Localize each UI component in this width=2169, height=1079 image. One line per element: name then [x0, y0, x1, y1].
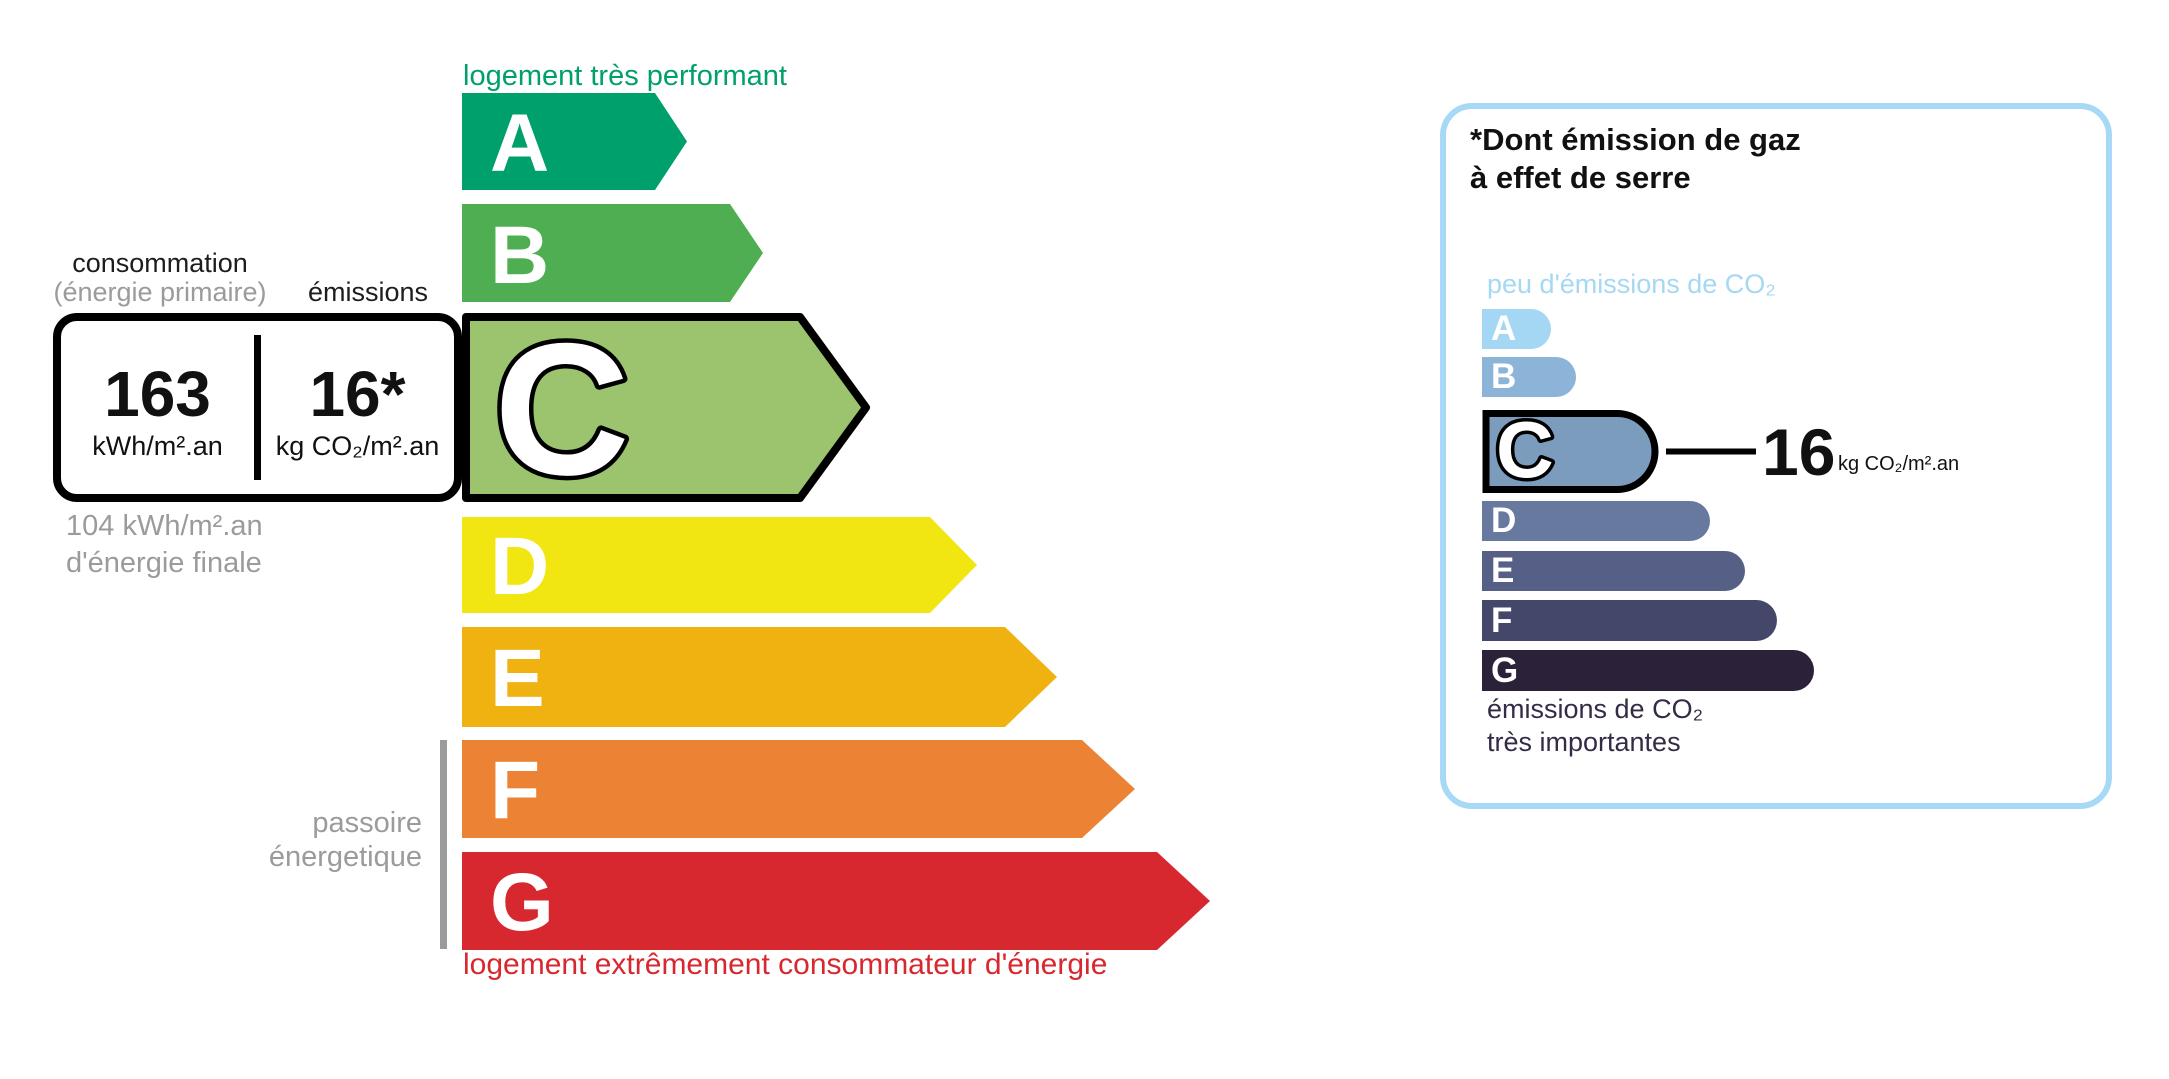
energy-sieve-note: passoire énergetique: [150, 806, 422, 874]
co2-class-c-letter: C: [1496, 405, 1554, 494]
energy-class-b-letter: B: [490, 210, 549, 301]
consumption-unit: kWh/m².an: [92, 430, 223, 461]
co2-class-d-letter: D: [1491, 501, 1516, 540]
co2-class-b-letter: B: [1491, 357, 1516, 396]
co2-bar-c-selected: [1482, 410, 1659, 493]
energy-arrow-b: [462, 204, 763, 302]
co2-scale-top-label: peu d'émissions de CO₂: [1487, 269, 1776, 299]
energy-arrow-d: [462, 517, 977, 613]
energy-arrow-e: [462, 627, 1057, 727]
final-energy-note: 104 kWh/m².an d'énergie finale: [66, 508, 263, 582]
co2-panel-title: *Dont émission de gaz à effet de serre: [1470, 121, 1801, 197]
energy-class-e-letter: E: [490, 633, 545, 724]
emissions-header: émissions: [307, 277, 429, 307]
energy-sieve-note-line1: passoire: [312, 807, 422, 839]
consumption-header: consommation (énergie primaire): [36, 249, 284, 307]
energy-arrow-c-selected: [462, 313, 870, 502]
value-box-divider: [254, 335, 261, 480]
energy-arrow-f: [462, 740, 1135, 838]
energy-sieve-bracket: [440, 740, 447, 949]
co2-bar-a: [1482, 309, 1551, 349]
energy-class-f-letter: F: [490, 745, 540, 836]
co2-panel-title-line1: *Dont émission de gaz: [1470, 122, 1801, 157]
co2-emissions-panel: *Dont émission de gaz à effet de serre p…: [1440, 103, 2112, 809]
co2-class-f-letter: F: [1491, 601, 1512, 640]
consumption-subheader: (énergie primaire): [53, 277, 267, 307]
consumption-header-line: consommation: [72, 248, 248, 278]
final-energy-note-line2: d'énergie finale: [66, 547, 262, 579]
co2-panel-title-line2: à effet de serre: [1470, 160, 1691, 195]
final-energy-note-line1: 104 kWh/m².an: [66, 510, 263, 542]
co2-bar-b: [1482, 357, 1576, 397]
rating-value-box: 163 kWh/m².an 16* kg CO₂/m².an: [53, 313, 462, 502]
co2-bar-d: [1482, 501, 1710, 541]
co2-bar-e: [1482, 551, 1745, 591]
energy-scale-top-label: logement très performant: [463, 60, 787, 92]
co2-class-a-letter: A: [1491, 309, 1516, 348]
co2-scale-chart: A B C 16 kg CO₂/m².an D E F G: [1482, 309, 1959, 691]
energy-arrow-g: [462, 852, 1210, 950]
consumption-cell: 163 kWh/m².an: [61, 321, 254, 494]
co2-value: 16: [1762, 415, 1835, 489]
emissions-unit: kg CO₂/m².an: [275, 430, 440, 461]
energy-scale-chart: A B C D E F G: [462, 93, 1210, 950]
energy-class-c-letter: C: [494, 304, 630, 514]
emissions-cell: 16* kg CO₂/m².an: [261, 321, 454, 494]
co2-bar-g: [1482, 650, 1814, 691]
co2-class-e-letter: E: [1491, 551, 1514, 590]
energy-arrow-a: [462, 93, 687, 190]
co2-scale-bottom-line2: très importantes: [1487, 727, 1681, 757]
co2-scale-bottom-label: émissions de CO₂ très importantes: [1487, 693, 1703, 759]
co2-class-g-letter: G: [1491, 651, 1518, 690]
energy-class-g-letter: G: [490, 857, 554, 948]
energy-sieve-note-line2: énergetique: [268, 841, 422, 873]
emissions-value: 16*: [309, 357, 406, 430]
co2-scale-bottom-line1: émissions de CO₂: [1487, 694, 1704, 724]
co2-value-unit: kg CO₂/m².an: [1838, 453, 1959, 475]
co2-bar-f: [1482, 600, 1777, 641]
energy-class-a-letter: A: [490, 98, 549, 189]
energy-scale-bottom-label: logement extrêmement consommateur d'éner…: [463, 948, 1108, 981]
consumption-value: 163: [104, 357, 211, 430]
energy-class-d-letter: D: [490, 521, 549, 612]
